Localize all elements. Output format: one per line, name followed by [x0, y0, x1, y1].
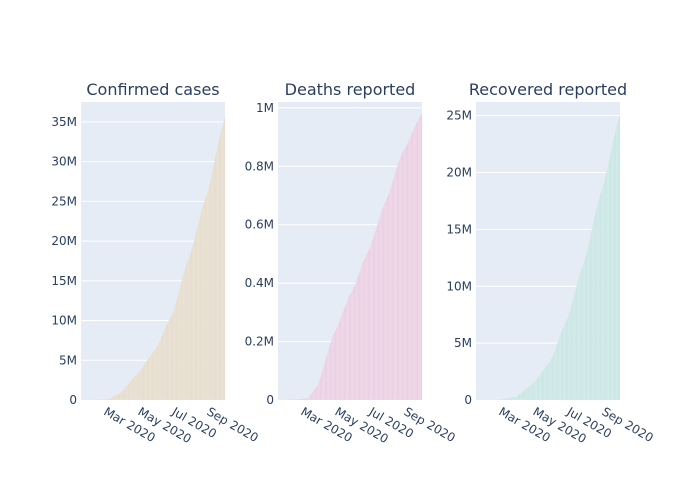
y-tick-label: 0 — [464, 393, 472, 407]
chart-title-deaths-reported: Deaths reported — [285, 80, 416, 99]
y-tick-label: 5M — [454, 336, 472, 350]
y-tick-label: 20M — [446, 166, 472, 180]
y-tick-label: 10M — [51, 314, 77, 328]
chart-title-confirmed-cases: Confirmed cases — [86, 80, 219, 99]
bar-series — [81, 117, 226, 401]
y-tick-label: 15M — [446, 222, 472, 236]
bar — [619, 115, 621, 401]
y-tick-label: 1M — [256, 101, 274, 115]
bar-series — [278, 113, 423, 401]
y-tick-label: 0.4M — [245, 276, 274, 290]
y-tick-label: 0.8M — [245, 159, 274, 173]
y-tick-label: 0 — [266, 393, 274, 407]
y-tick-label: 0.2M — [245, 335, 274, 349]
y-tick-label: 35M — [51, 115, 77, 129]
bar — [421, 113, 423, 401]
y-tick-label: 25M — [51, 194, 77, 208]
y-tick-label: 25M — [446, 109, 472, 123]
y-tick-label: 10M — [446, 279, 472, 293]
y-tick-label: 20M — [51, 234, 77, 248]
y-tick-label: 5M — [59, 353, 77, 367]
y-tick-label: 30M — [51, 155, 77, 169]
y-tick-label: 0.6M — [245, 218, 274, 232]
chart-title-recovered-reported: Recovered reported — [469, 80, 627, 99]
bar — [224, 117, 226, 401]
subplot-confirmed-cases: Confirmed cases 05M10M15M20M25M30M35MMar… — [51, 80, 260, 446]
y-tick-label: 0 — [69, 393, 77, 407]
y-tick-label: 15M — [51, 274, 77, 288]
bar-series — [476, 115, 621, 401]
